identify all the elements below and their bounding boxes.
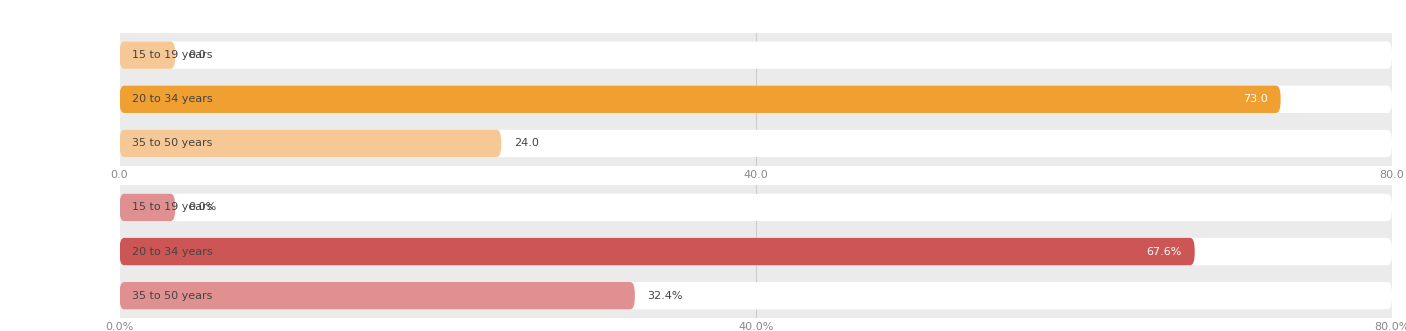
Text: 0.0: 0.0 xyxy=(188,50,205,60)
Text: Source: ZipAtlas.com: Source: ZipAtlas.com xyxy=(1281,38,1392,48)
FancyBboxPatch shape xyxy=(120,86,1281,113)
Text: 15 to 19 years: 15 to 19 years xyxy=(132,203,212,213)
Text: 15 to 19 years: 15 to 19 years xyxy=(132,50,212,60)
Text: 35 to 50 years: 35 to 50 years xyxy=(132,138,212,148)
Text: FERTILITY BY AGE IN ZIP CODE 40205: FERTILITY BY AGE IN ZIP CODE 40205 xyxy=(120,35,427,51)
Text: 20 to 34 years: 20 to 34 years xyxy=(132,247,212,257)
FancyBboxPatch shape xyxy=(120,41,1392,69)
FancyBboxPatch shape xyxy=(120,130,502,157)
Text: 67.6%: 67.6% xyxy=(1147,247,1182,257)
FancyBboxPatch shape xyxy=(120,282,636,309)
FancyBboxPatch shape xyxy=(120,86,1392,113)
Text: 24.0: 24.0 xyxy=(515,138,538,148)
Text: 32.4%: 32.4% xyxy=(648,291,683,301)
FancyBboxPatch shape xyxy=(120,282,1392,309)
Text: 0.0%: 0.0% xyxy=(188,203,217,213)
FancyBboxPatch shape xyxy=(120,130,1392,157)
Text: 20 to 34 years: 20 to 34 years xyxy=(132,94,212,104)
Text: 73.0: 73.0 xyxy=(1243,94,1268,104)
FancyBboxPatch shape xyxy=(120,194,176,221)
FancyBboxPatch shape xyxy=(120,238,1392,265)
Text: 35 to 50 years: 35 to 50 years xyxy=(132,291,212,301)
FancyBboxPatch shape xyxy=(120,238,1195,265)
FancyBboxPatch shape xyxy=(120,41,176,69)
FancyBboxPatch shape xyxy=(120,194,1392,221)
